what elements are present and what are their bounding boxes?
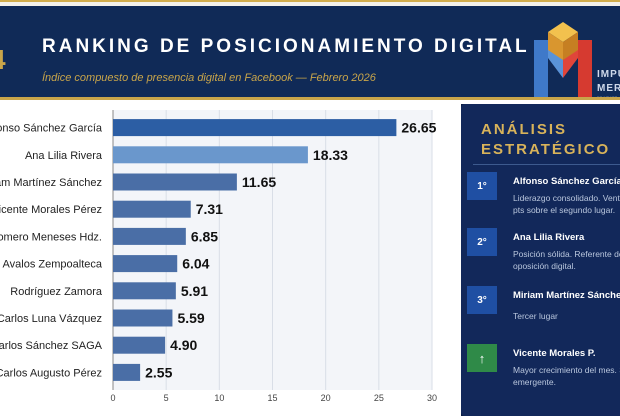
item-name: Vicente Morales P. — [513, 348, 596, 359]
item-name: Alfonso Sánchez García — [513, 176, 620, 187]
category-label: Carlos Sánchez SAGA — [0, 340, 103, 352]
bar — [113, 336, 166, 354]
x-tick-label: 30 — [427, 393, 437, 403]
bar — [113, 282, 176, 300]
bar — [113, 363, 141, 381]
rank-badge: 2° — [467, 228, 497, 256]
page-subtitle: Índice compuesto de presencia digital en… — [42, 72, 376, 84]
bar — [113, 227, 186, 245]
slide-header: 4 RANKING DE POSICIONAMIENTO DIGITAL Índ… — [0, 6, 620, 100]
x-tick-label: 10 — [214, 393, 224, 403]
bar-value-label: 6.04 — [182, 256, 209, 272]
analysis-panel: ANÁLISIS ESTRATÉGICO 1° Alfonso Sánchez … — [461, 104, 620, 416]
panel-title: ANÁLISIS ESTRATÉGICO — [481, 121, 611, 158]
category-label: Avalos Zempoalteca — [3, 259, 103, 271]
ranking-bar-chart: 0 5 10 15 20 25 30 26.65 Alfonso Sánchez García 1… — [0, 110, 437, 403]
brand-logo-icon — [534, 22, 592, 98]
bar — [113, 309, 173, 327]
rank-badge: 3° — [467, 286, 497, 314]
bar-value-label: 11.65 — [242, 174, 276, 190]
x-tick-label: 20 — [321, 393, 331, 403]
bar-value-label: 6.85 — [191, 228, 218, 244]
bar-value-label: 26.65 — [401, 120, 436, 136]
item-name: Miriam Martínez Sánchez — [513, 290, 620, 301]
bar — [113, 255, 178, 273]
bar — [113, 173, 237, 191]
bar — [113, 119, 397, 137]
bar-value-label: 7.31 — [196, 201, 223, 217]
x-tick-label: 0 — [110, 393, 115, 403]
category-label: Carlos Augusto Pérez — [0, 367, 102, 379]
item-name: Ana Lilia Rivera — [513, 232, 585, 243]
category-label: Romero Meneses Hdz. — [0, 231, 102, 243]
category-label: Rodríguez Zamora — [10, 286, 103, 298]
bar-value-label: 4.90 — [170, 337, 197, 353]
x-tick-label: 25 — [374, 393, 384, 403]
rank-badge: 1° — [467, 172, 497, 200]
category-label: Miriam Martínez Sánchez — [0, 177, 102, 189]
brand-name-line2: MER — [597, 83, 620, 94]
brand-name-line1: IMPU — [597, 69, 620, 80]
arrow-up-icon: ↑ — [467, 344, 497, 372]
category-label: Vicente Morales Pérez — [0, 204, 102, 216]
bar-value-label: 5.59 — [177, 310, 204, 326]
item-desc: Liderazgo consolidado. Ventaja de 8 pts … — [513, 193, 620, 215]
item-desc: Posición sólida. Referente de la oposici… — [513, 249, 620, 271]
bar-value-label: 18.33 — [313, 147, 348, 163]
bar — [113, 146, 308, 164]
bar-value-label: 5.91 — [181, 283, 208, 299]
top-strip — [0, 0, 620, 6]
category-label: Ana Lilia Rivera — [25, 150, 103, 162]
x-tick-label: 15 — [267, 393, 277, 403]
page-title: RANKING DE POSICIONAMIENTO DIGITAL — [42, 36, 530, 57]
slide-number: 4 — [0, 44, 6, 76]
bar-value-label: 2.55 — [145, 364, 172, 380]
bar — [113, 200, 191, 218]
category-label: Alfonso Sánchez García — [0, 123, 103, 135]
item-desc: Mayor crecimiento del mes. Señal emergen… — [513, 365, 620, 387]
x-tick-label: 5 — [164, 393, 169, 403]
category-label: Carlos Luna Vázquez — [0, 313, 102, 325]
item-desc: Tercer lugar — [513, 311, 558, 321]
